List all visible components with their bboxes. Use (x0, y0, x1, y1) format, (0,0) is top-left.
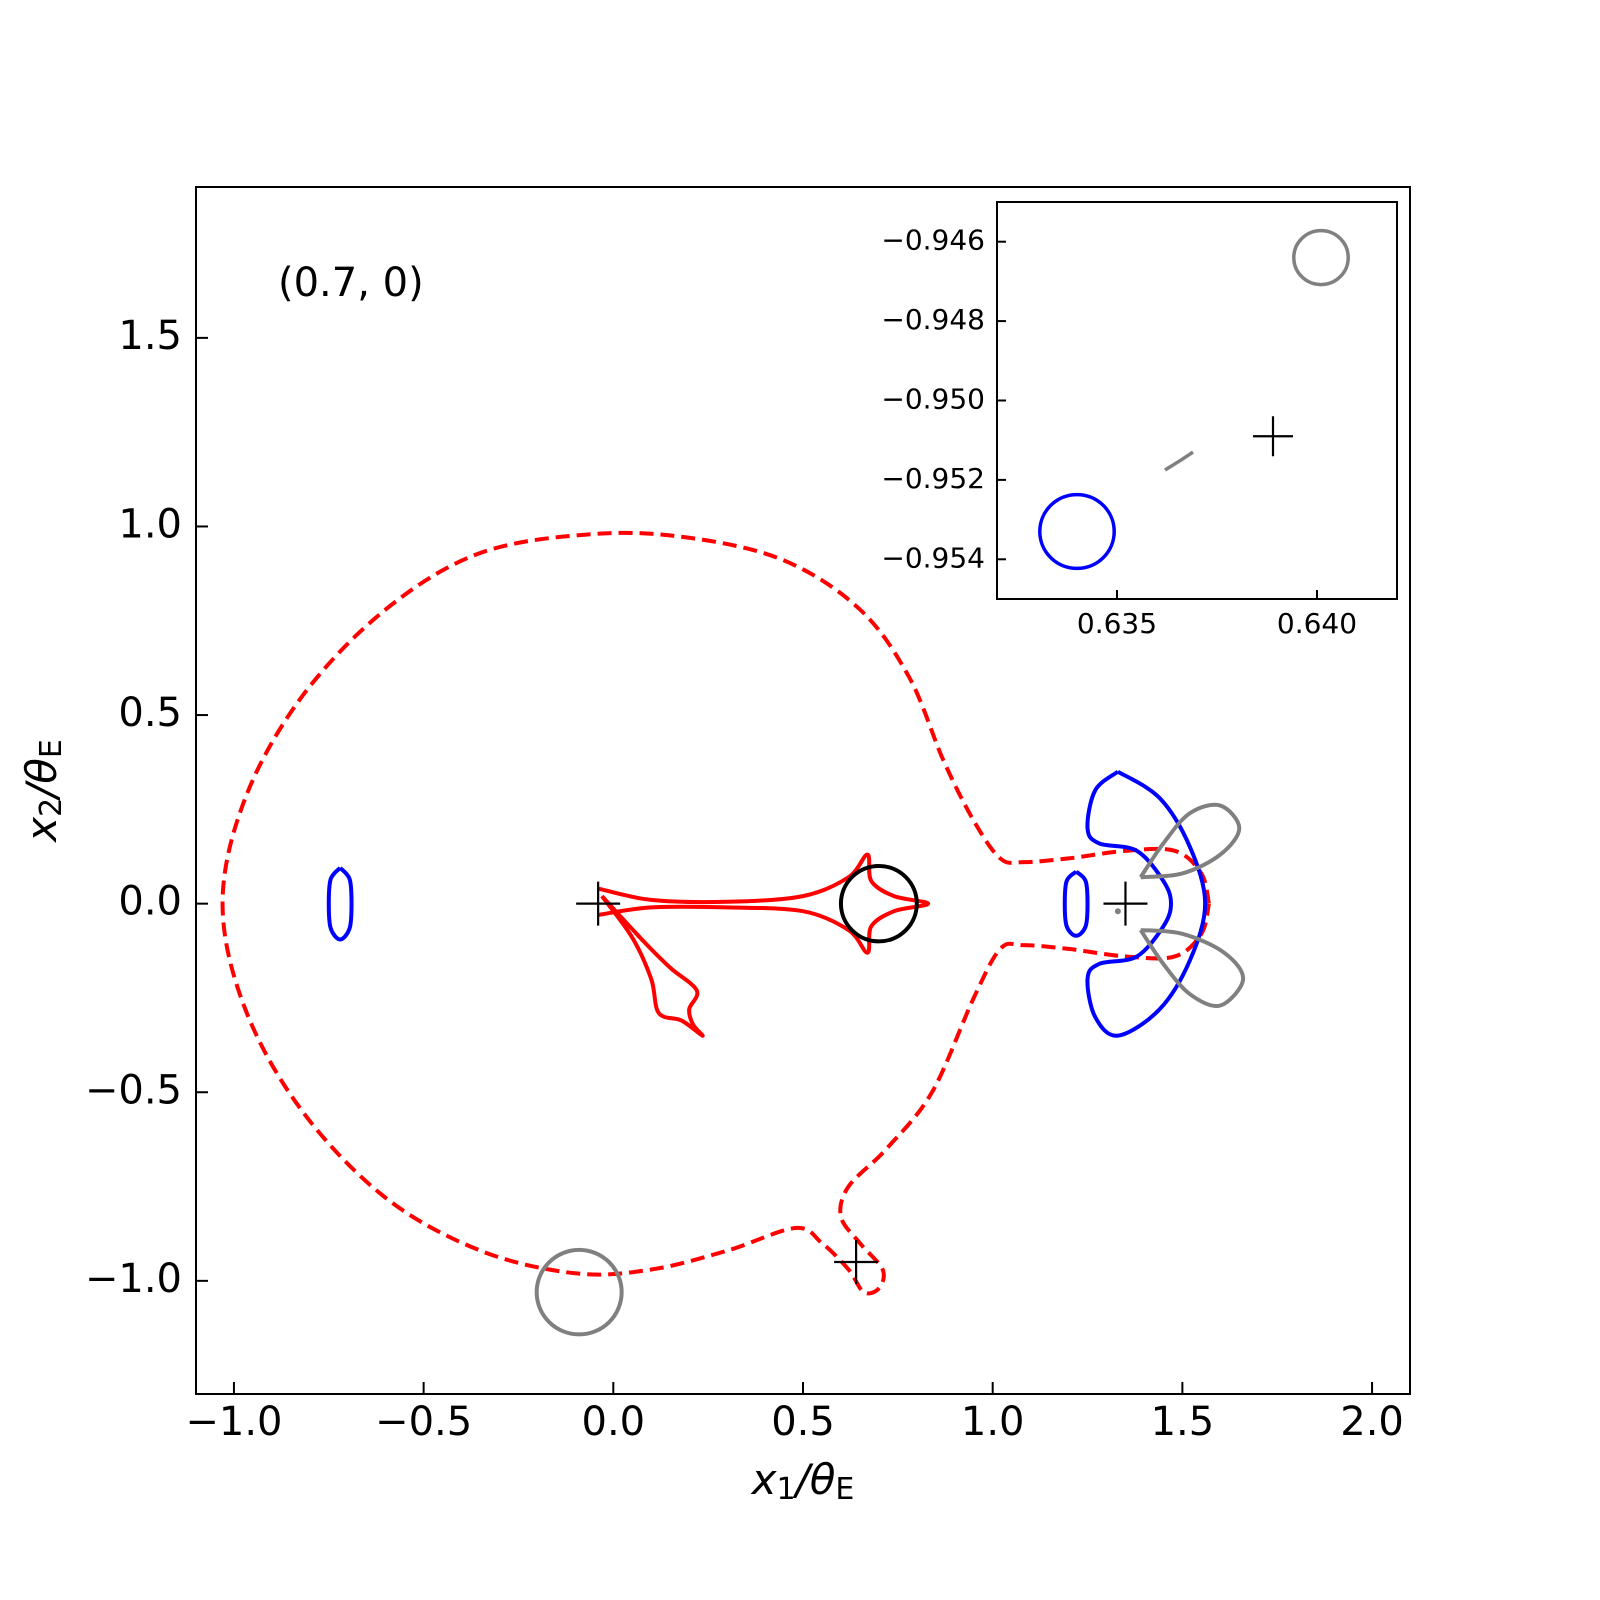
x-tick-label: −1.0 (185, 1399, 282, 1445)
image-circle (534, 1247, 624, 1337)
label-subscript: E (34, 739, 69, 758)
inset-chart: 0.635 0.640 −0.946 −0.948 −0.950 −0.952 −0.954 (881, 201, 1398, 640)
label-part: x (17, 816, 66, 844)
x-tick-label: 0.635 (1077, 607, 1157, 640)
y-axis-label: x2/θE (17, 739, 69, 844)
lens-marker (834, 1239, 879, 1284)
y-tick-label: −1.0 (85, 1256, 182, 1302)
curve (1138, 928, 1246, 1009)
curve (1138, 802, 1242, 880)
label-subscript: 1 (776, 1472, 795, 1507)
image-circle (1292, 228, 1350, 287)
plot-marks (220, 530, 1246, 1337)
x-tick-label: 0.5 (771, 1399, 835, 1445)
x-tick-label: 1.5 (1151, 1399, 1215, 1445)
y-tick-label: −0.954 (881, 541, 985, 574)
label-part: /θ (17, 758, 66, 802)
plot-area (997, 202, 1397, 599)
axes-frame (996, 201, 1398, 600)
curve (1164, 450, 1194, 472)
curve (597, 852, 931, 955)
label-subscript: 2 (34, 798, 69, 817)
y-tick-label: 0.5 (118, 690, 182, 736)
x-tick-label: 0.0 (582, 1399, 646, 1445)
x-tick-label: −0.5 (375, 1399, 472, 1445)
x-tick-label: 2.0 (1340, 1399, 1404, 1445)
y-tick-label: 1.5 (118, 313, 182, 359)
curve (326, 866, 354, 942)
x-axis-label: x1/θE (750, 1455, 855, 1507)
label-part: /θ (792, 1455, 836, 1504)
y-tick-label: 1.0 (118, 501, 182, 547)
axes-frame (195, 186, 1411, 1395)
image-circle (838, 863, 919, 944)
label-subscript: E (835, 1472, 854, 1507)
y-tick-label: 0.0 (118, 879, 182, 925)
annotation: (0.7, 0) (278, 260, 424, 306)
y-tick-label: −0.952 (881, 462, 985, 495)
y-tick-label: −0.948 (881, 303, 985, 336)
image-circle (1038, 492, 1116, 571)
y-tick-label: −0.5 (85, 1067, 182, 1113)
curve (600, 894, 705, 1038)
point (1114, 908, 1121, 915)
lens-marker (576, 881, 621, 926)
lens-marker (1103, 881, 1148, 926)
curve (1062, 870, 1090, 938)
label-part: x (750, 1455, 778, 1504)
x-tick-label: 0.640 (1277, 607, 1357, 640)
plot-marks (1038, 228, 1350, 571)
critical-curve (220, 530, 1211, 1296)
lens-marker (1253, 416, 1293, 457)
y-tick-label: −0.946 (881, 224, 985, 257)
curve (1085, 769, 1208, 1038)
y-tick-label: −0.950 (881, 383, 985, 416)
x-tick-label: 1.0 (961, 1399, 1025, 1445)
